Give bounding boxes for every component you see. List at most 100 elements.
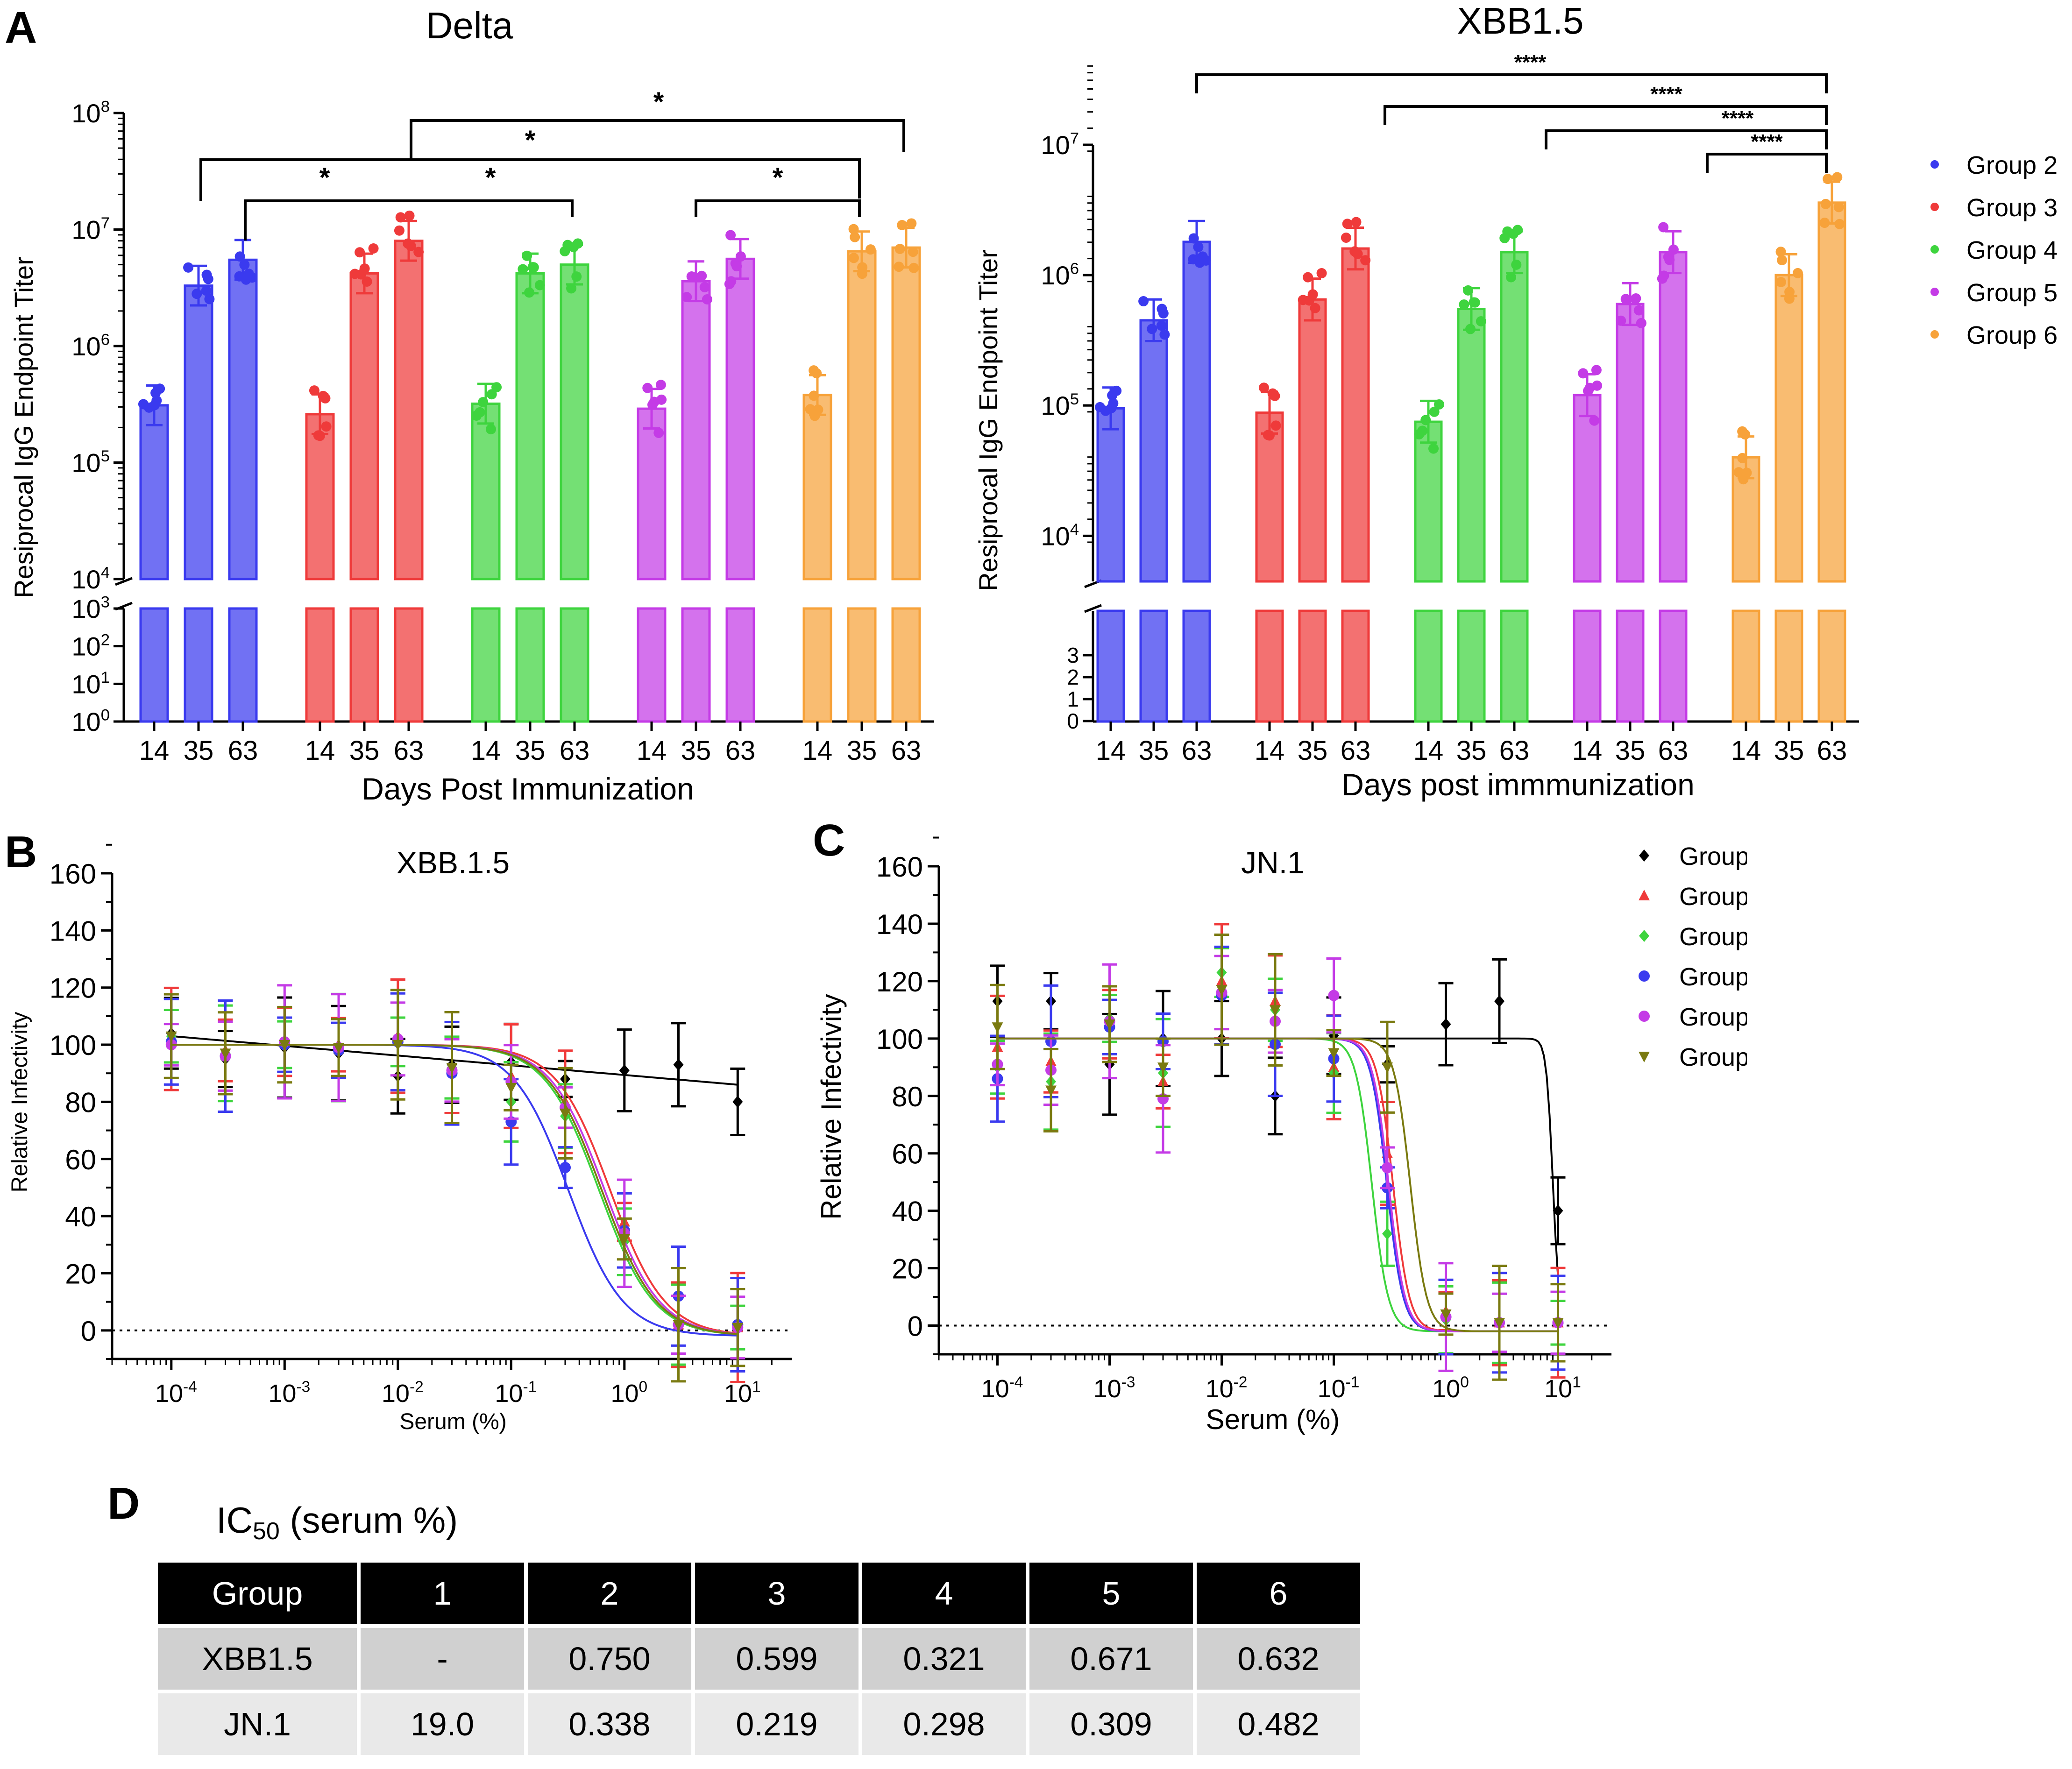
data-point (566, 283, 577, 294)
data-point (809, 365, 819, 376)
data-point (1465, 324, 1476, 334)
legend-label: Group 1 (1679, 842, 1747, 870)
significance-bracket (410, 119, 905, 160)
data-point (1499, 233, 1510, 243)
ic50-cell: 19.0 (361, 1693, 524, 1755)
bar (515, 272, 545, 580)
bar (305, 413, 335, 580)
significance-star: * (653, 87, 664, 117)
ic50-cell: 0.298 (862, 1693, 1026, 1755)
data-point (362, 276, 372, 287)
ic50-cell: 0.632 (1197, 1628, 1360, 1690)
xbb-bar-chart: XBB1.5 Resiprocal IgG Endpoint Titer Days … (973, 0, 2058, 802)
data-point (1784, 293, 1795, 304)
data-point (696, 270, 707, 281)
bar-lower (1500, 609, 1529, 723)
data-point (1775, 277, 1786, 288)
ic50-title-suffix: (serum %) (279, 1500, 458, 1541)
data-point (894, 262, 904, 272)
data-point (220, 1048, 231, 1060)
legend-label: Group 4 (1966, 236, 2058, 264)
legend-marker (1639, 1011, 1650, 1022)
table-row: XBB1.5 - 0.750 0.599 0.321 0.671 0.632 (158, 1628, 1360, 1690)
data-point (1792, 268, 1803, 278)
data-point (321, 421, 332, 432)
data-point (1420, 415, 1431, 425)
data-point (471, 410, 482, 421)
y-tick-label: 40 (65, 1201, 96, 1232)
data-point (673, 1320, 684, 1331)
bar-lower (847, 607, 877, 723)
data-point (204, 294, 215, 304)
y-tick-label: 120 (50, 973, 96, 1004)
bar (891, 246, 921, 580)
data-point (279, 1040, 291, 1051)
data-point (1616, 315, 1626, 326)
chart-title: XBB.1.5 (397, 845, 510, 880)
data-point (534, 280, 545, 290)
data-point (1270, 390, 1280, 401)
x-axis-label: Serum (%) (1206, 1404, 1340, 1435)
legend-label: Group 3 (1679, 923, 1747, 951)
data-point (1620, 294, 1631, 304)
data-point (573, 238, 583, 249)
fit-curve (997, 1037, 1558, 1332)
fit-curve (997, 1037, 1558, 1332)
ic50-cell: - (361, 1628, 524, 1690)
x-axis-label: Serum (%) (399, 1409, 506, 1434)
y-tick-label: 140 (50, 915, 96, 947)
x-tick-label: 63 (394, 736, 424, 766)
y-axis-label: Relative Infectivity (816, 994, 847, 1220)
data-point (349, 269, 360, 279)
bar (228, 258, 258, 580)
x-tick-label: 35 (1456, 736, 1487, 766)
bar-lower (891, 607, 921, 723)
axis-break-mark (1084, 604, 1102, 613)
legend-label: Group 5 (1966, 279, 2058, 307)
data-point (649, 396, 660, 407)
y-tick-label: 60 (65, 1144, 96, 1175)
data-point (1463, 285, 1474, 296)
y-tick-label: 104 (1041, 521, 1079, 551)
data-point (731, 261, 742, 272)
data-point (1476, 316, 1486, 327)
ic50-cell: 0.321 (862, 1628, 1026, 1690)
legend-label: Group 5 (1679, 1003, 1747, 1031)
panel-label-a: A (5, 3, 37, 53)
x-tick-label: 14 (1255, 736, 1285, 766)
y-axis-label: Relative Infectivity (7, 1012, 32, 1193)
data-point (1512, 225, 1523, 235)
y-tick-label: 80 (65, 1087, 96, 1118)
data-point (1328, 1048, 1340, 1059)
bar (394, 240, 424, 580)
bar (847, 250, 877, 580)
data-point (618, 1234, 630, 1245)
legend-marker (1930, 330, 1939, 339)
data-point (1270, 1005, 1281, 1016)
data-point (1414, 429, 1425, 439)
legend-label: Group 6 (1966, 321, 2058, 349)
data-point (735, 251, 746, 262)
fit-curve (997, 1037, 1558, 1332)
y-axis-label: Resiprocal IgG Endpoint Titer (973, 249, 1003, 591)
bar-lower (1182, 609, 1211, 723)
data-point (725, 230, 736, 241)
significance-bracket (244, 199, 411, 241)
bar (1139, 319, 1168, 583)
x-tick-label: 35 (847, 736, 877, 766)
data-point (1459, 299, 1469, 310)
data-point (1303, 272, 1313, 283)
x-tick-label: 63 (725, 736, 756, 766)
data-point (1429, 406, 1440, 417)
data-point (485, 424, 496, 435)
y-tick-label: 0 (1067, 709, 1079, 733)
x-axis-label: Days Post Immunization (362, 771, 694, 806)
data-point (138, 399, 149, 410)
x-tick-label: 14 (1096, 736, 1126, 766)
fit-curve (171, 1044, 738, 1335)
bar-lower (394, 607, 424, 723)
x-tick-label: 10-3 (1093, 1373, 1135, 1403)
data-point (1307, 289, 1318, 300)
data-point (478, 397, 489, 408)
data-point (151, 395, 162, 406)
